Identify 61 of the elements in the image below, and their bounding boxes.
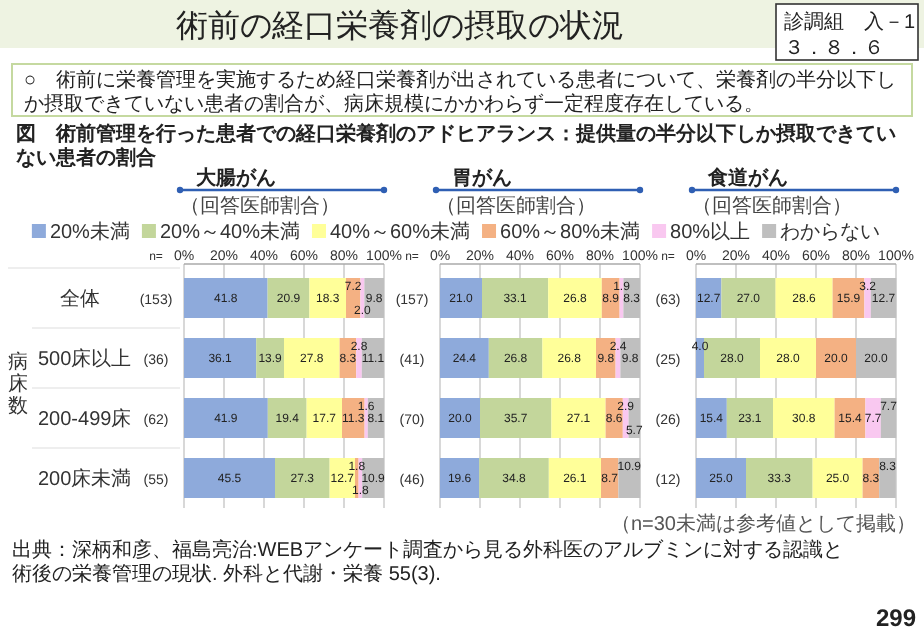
bar bbox=[440, 398, 480, 438]
bar bbox=[482, 278, 549, 318]
bar bbox=[480, 398, 552, 438]
text: 500床以上 bbox=[38, 347, 132, 371]
bar bbox=[746, 458, 813, 498]
text: 病床数 bbox=[8, 350, 28, 418]
legend-label: 20%未満 bbox=[49, 220, 130, 244]
legend-label: わからない bbox=[780, 222, 881, 244]
text: 図 術前管理を行った患者での経口栄養剤のアドヒアランス：提供量の半分以下しか摂取できていない患者の割合 bbox=[16, 122, 896, 170]
bar bbox=[309, 278, 346, 318]
chart-title: 胃がん bbox=[452, 168, 512, 190]
legend-label: 40%～60%未満 bbox=[329, 220, 471, 244]
bar bbox=[721, 278, 776, 318]
bar bbox=[184, 398, 268, 438]
text: 299 bbox=[875, 604, 917, 632]
bar bbox=[440, 338, 489, 378]
text: 全体 bbox=[60, 287, 100, 311]
bar bbox=[267, 278, 310, 318]
legend-label: 60%～80%未満 bbox=[500, 220, 641, 244]
text: ３．８．６ bbox=[784, 38, 884, 60]
source-note: 出典：深柄和彦、福島亮治:WEBアンケート調査から見る外科医のアルブミンに対する認識と術後の栄養管理の現状. 外科と代謝・栄養 55(3). bbox=[12, 538, 844, 586]
chart-subtitle: （回答医師割合） bbox=[180, 194, 340, 218]
bar bbox=[488, 338, 543, 378]
bar bbox=[548, 458, 601, 498]
chart-title: 大腸がん bbox=[194, 166, 276, 190]
bar bbox=[865, 398, 881, 438]
bar bbox=[551, 398, 606, 438]
bar bbox=[542, 338, 596, 378]
bar bbox=[275, 458, 330, 498]
bar bbox=[704, 338, 760, 378]
bar bbox=[256, 338, 284, 378]
bar bbox=[548, 278, 602, 318]
bar bbox=[696, 458, 746, 498]
bar bbox=[267, 398, 307, 438]
legend-label: 20%～40%未満 bbox=[159, 220, 300, 244]
bar bbox=[726, 398, 773, 438]
chart-subtitle: （回答医師割合） bbox=[692, 194, 852, 218]
chart-title: 食道がん bbox=[706, 166, 788, 190]
bar bbox=[440, 458, 480, 498]
bar bbox=[760, 338, 816, 378]
text: 200-499床 bbox=[38, 407, 132, 431]
bar bbox=[812, 458, 863, 498]
bar bbox=[184, 278, 268, 318]
text: 200床未満 bbox=[38, 467, 132, 491]
bar bbox=[696, 338, 704, 378]
bar bbox=[184, 458, 275, 498]
bar bbox=[306, 398, 342, 438]
bar bbox=[773, 398, 835, 438]
bar bbox=[479, 458, 549, 498]
chart-subtitle: （回答医師割合） bbox=[436, 194, 596, 218]
legend-label: 80%以上 bbox=[670, 220, 751, 244]
bar bbox=[816, 338, 856, 378]
bar bbox=[696, 398, 727, 438]
bar bbox=[775, 278, 833, 318]
text: 診調組 入－1 bbox=[784, 10, 916, 34]
bar bbox=[440, 278, 482, 318]
text: （n=30未満は参考値として掲載） bbox=[610, 512, 916, 536]
bar bbox=[284, 338, 340, 378]
bar bbox=[184, 338, 257, 378]
text: ○ 術前に栄養管理を実施するため経口栄養剤が出されている患者について、栄養剤の半分以下しか摂取できていない患者の割合が、病床規模にかかわらず一定程度存在している。 bbox=[24, 68, 897, 116]
text: 術前の経口栄養剤の摂取の状況 bbox=[176, 8, 624, 44]
